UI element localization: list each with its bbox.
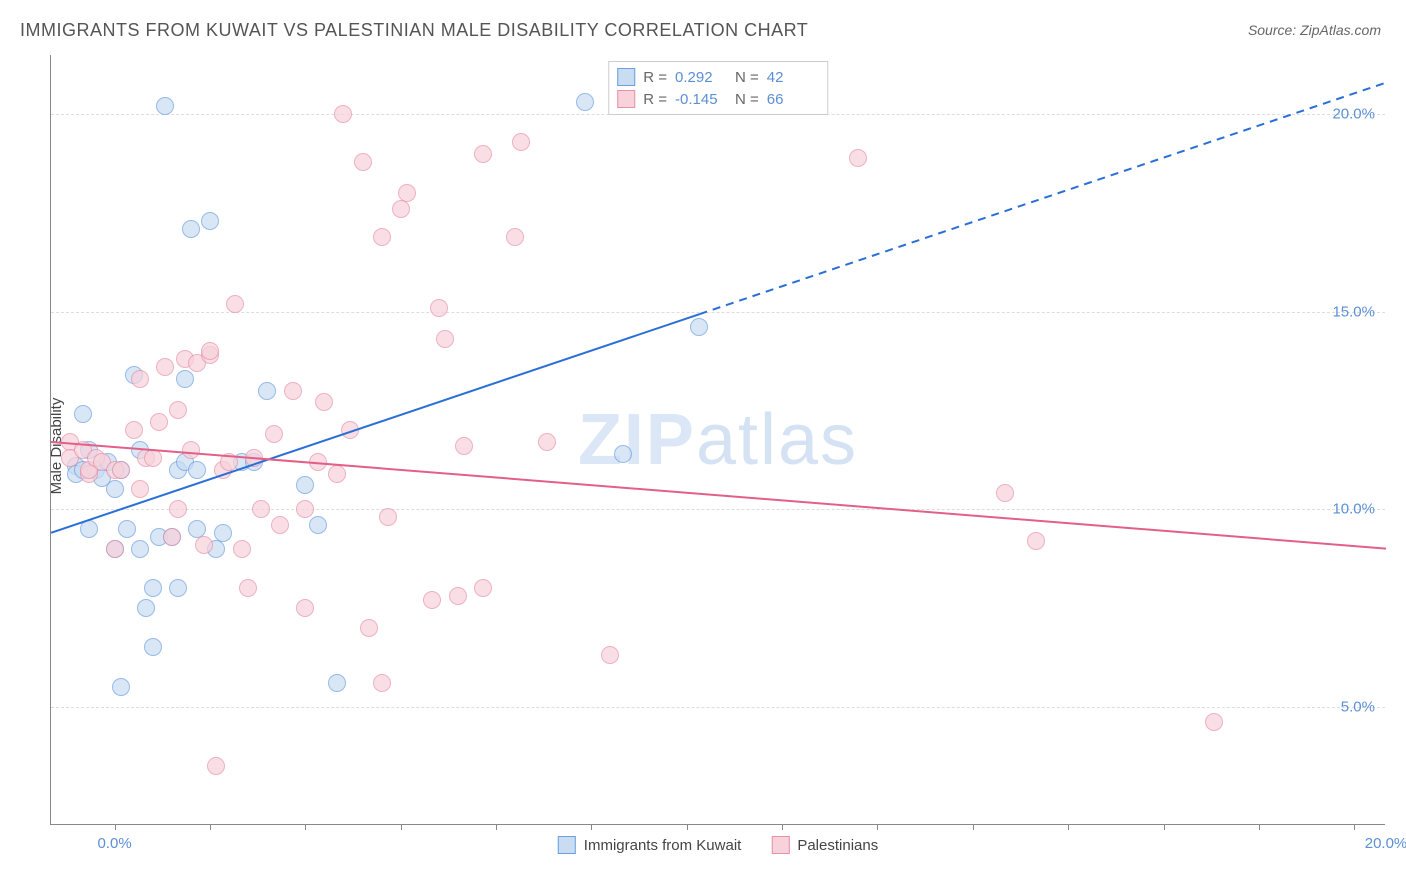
chart-container: IMMIGRANTS FROM KUWAIT VS PALESTINIAN MA… <box>0 0 1406 892</box>
stat-n-label: N = <box>735 91 759 108</box>
legend-swatch <box>558 836 576 854</box>
legend-swatch <box>617 68 635 86</box>
source-label: Source: ZipAtlas.com <box>1248 22 1381 38</box>
legend-label: Palestinians <box>797 837 878 854</box>
stats-legend-row: R = 0.292 N = 42 <box>617 66 819 88</box>
bottom-legend: Immigrants from Kuwait Palestinians <box>558 836 878 854</box>
x-tick-label: 0.0% <box>97 835 131 852</box>
x-tick-label: 20.0% <box>1365 835 1406 852</box>
trend-svg <box>51 55 1386 825</box>
legend-label: Immigrants from Kuwait <box>584 837 742 854</box>
stat-n-label: N = <box>735 69 759 86</box>
stats-legend-row: R = -0.145 N = 66 <box>617 88 819 110</box>
stat-r-label: R = <box>643 91 667 108</box>
trend-line-solid <box>51 442 1386 549</box>
stat-n-value: 42 <box>767 69 819 86</box>
stat-r-value: 0.292 <box>675 69 727 86</box>
trend-line-solid <box>51 314 699 533</box>
legend-swatch <box>771 836 789 854</box>
stats-legend: R = 0.292 N = 42 R = -0.145 N = 66 <box>608 61 828 115</box>
stat-r-value: -0.145 <box>675 91 727 108</box>
trend-line-dashed <box>699 83 1386 315</box>
stat-r-label: R = <box>643 69 667 86</box>
bottom-legend-item: Palestinians <box>771 836 878 854</box>
bottom-legend-item: Immigrants from Kuwait <box>558 836 742 854</box>
stat-n-value: 66 <box>767 91 819 108</box>
plot-area: ZIPatlas 5.0%10.0%15.0%20.0%0.0%20.0%R =… <box>50 55 1385 825</box>
legend-swatch <box>617 90 635 108</box>
chart-title: IMMIGRANTS FROM KUWAIT VS PALESTINIAN MA… <box>20 20 808 41</box>
